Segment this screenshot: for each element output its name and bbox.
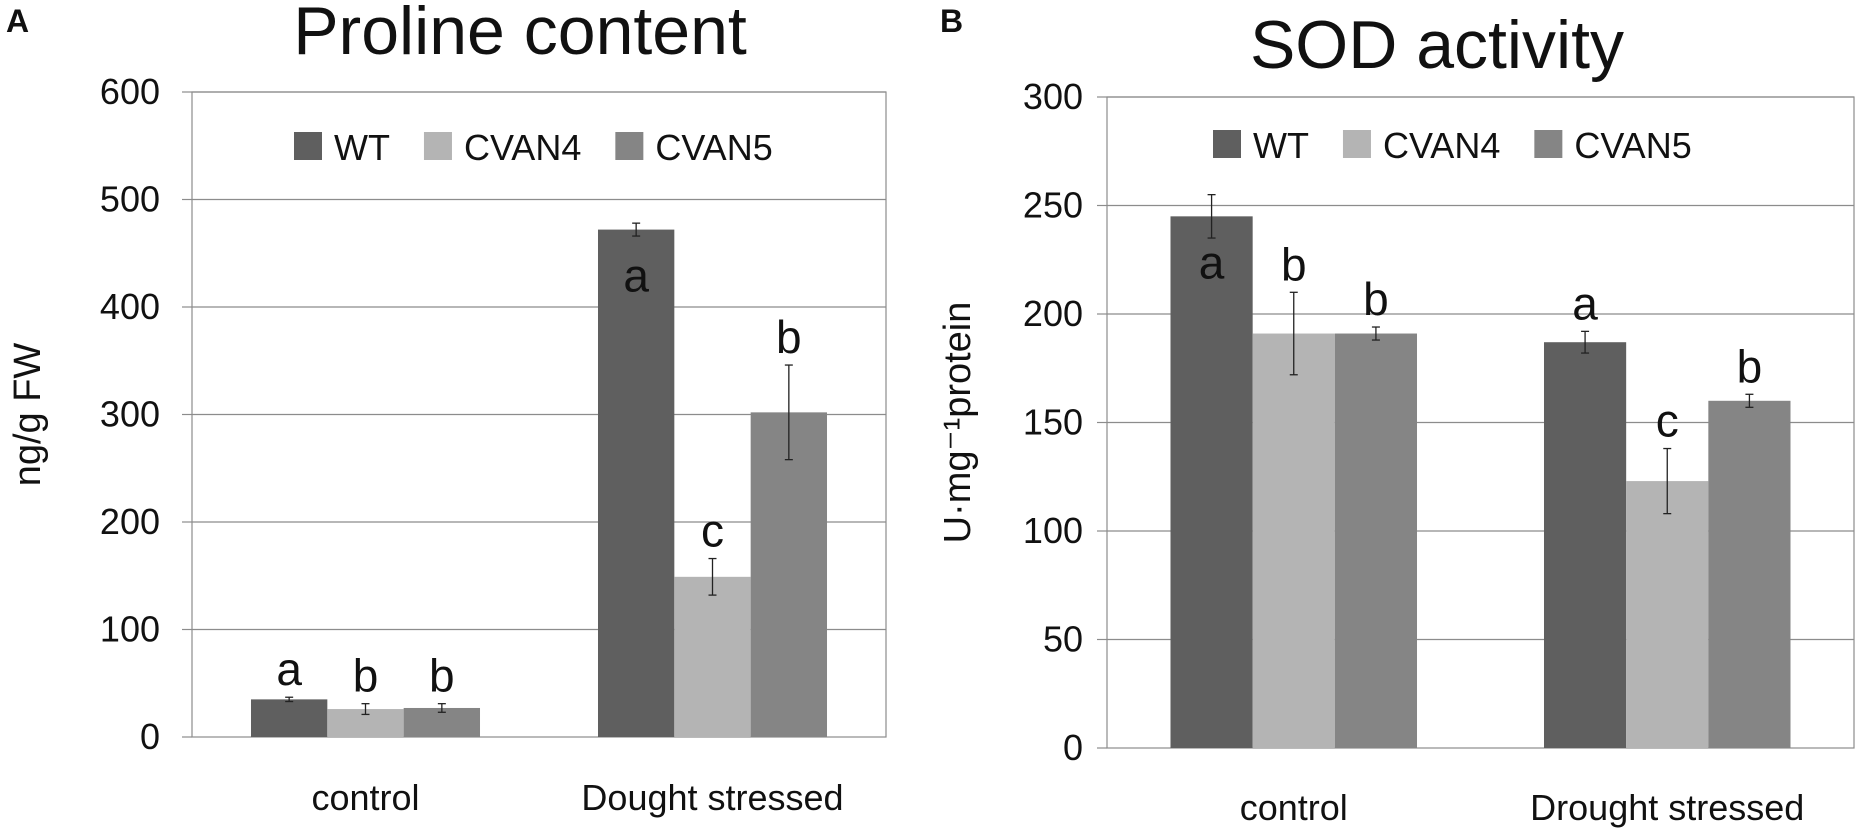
significance-letter: b xyxy=(353,650,379,702)
significance-letter: b xyxy=(1281,238,1307,290)
legend-label-wt: WT xyxy=(1253,125,1309,166)
y-tick-label: 200 xyxy=(1023,293,1083,334)
bar-cvan5-1 xyxy=(1334,333,1418,748)
bars xyxy=(250,229,828,737)
chart-title: Proline content xyxy=(293,0,747,69)
bar-wt-1 xyxy=(1170,216,1253,749)
bar-wt-2 xyxy=(597,229,675,737)
bar-wt-1 xyxy=(250,699,328,737)
x-category-label: Dought stressed xyxy=(581,777,843,818)
plot-area xyxy=(1106,96,1855,749)
bar-cvan5-2 xyxy=(750,412,828,737)
significance-letter: b xyxy=(1363,273,1389,325)
y-tick-label: 100 xyxy=(100,609,160,650)
bar-cvan5-2 xyxy=(1708,400,1791,748)
y-tick-labels: 0 50 100 150 200 250 300 xyxy=(1023,76,1083,768)
y-tick-label: 100 xyxy=(1023,510,1083,551)
error-bars xyxy=(285,222,793,716)
error-bars xyxy=(1207,193,1754,515)
y-tick-label: 300 xyxy=(1023,76,1083,117)
legend-swatch-cvan4 xyxy=(1342,130,1371,158)
bars xyxy=(1170,216,1791,749)
significance-letter: b xyxy=(1737,340,1763,392)
significance-letter: a xyxy=(623,250,649,302)
legend: WT CVAN4 CVAN5 xyxy=(294,127,773,168)
panel-a: A Proline content 0 100 200 300 400 500 600 ng/g … xyxy=(6,0,887,818)
significance-letter: b xyxy=(776,311,802,363)
y-tick-label: 50 xyxy=(1043,619,1083,660)
significance-letter: b xyxy=(429,650,455,702)
y-tick-label: 500 xyxy=(100,179,160,220)
y-tick-labels: 0 100 200 300 400 500 600 xyxy=(100,71,160,757)
x-category-label: control xyxy=(1240,787,1348,828)
significance-letter: a xyxy=(276,643,302,695)
panel-label: B xyxy=(940,3,963,39)
y-tick-label: 400 xyxy=(100,286,160,327)
y-tick-label: 250 xyxy=(1023,185,1083,226)
chart-title: SOD activity xyxy=(1250,7,1624,83)
legend-label-wt: WT xyxy=(334,127,390,168)
legend-label-cvan5: CVAN5 xyxy=(1574,125,1691,166)
significance-letters: a b b a c b xyxy=(1199,236,1762,446)
legend-label-cvan5: CVAN5 xyxy=(655,127,772,168)
y-tick-label: 600 xyxy=(100,71,160,112)
significance-letter: c xyxy=(701,505,724,557)
bar-wt-2 xyxy=(1543,342,1627,748)
legend-swatch-cvan5 xyxy=(615,132,644,160)
y-axis-label: ng/g FW xyxy=(7,343,49,487)
legend-label-cvan4: CVAN4 xyxy=(464,127,581,168)
y-tick-label: 0 xyxy=(140,716,160,757)
legend-swatch-cvan4 xyxy=(423,132,452,160)
bar-cvan4-1 xyxy=(1252,333,1335,748)
y-tick-label: 150 xyxy=(1023,402,1083,443)
x-category-label: Drought stressed xyxy=(1530,787,1804,828)
significance-letter: a xyxy=(1572,277,1598,329)
significance-letter: c xyxy=(1656,395,1679,447)
y-tick-label: 300 xyxy=(100,394,160,435)
legend-swatch-wt xyxy=(294,132,322,160)
legend: WT CVAN4 CVAN5 xyxy=(1213,125,1692,166)
legend-swatch-wt xyxy=(1213,130,1241,158)
significance-letter: a xyxy=(1199,236,1225,288)
bar-cvan4-2 xyxy=(1626,481,1709,748)
y-tick-label: 0 xyxy=(1063,727,1083,768)
y-tick-label: 200 xyxy=(100,501,160,542)
legend-swatch-cvan5 xyxy=(1534,130,1563,158)
bar-cvan4-2 xyxy=(674,576,751,737)
plot-area xyxy=(191,91,887,738)
panel-b: B SOD activity 0 50 100 150 200 250 300 U·mg⁻¹pro… xyxy=(937,3,1855,828)
y-axis-label: U·mg⁻¹protein xyxy=(937,302,979,544)
x-category-label: control xyxy=(311,777,419,818)
legend-label-cvan4: CVAN4 xyxy=(1383,125,1500,166)
panel-label: A xyxy=(6,3,29,39)
